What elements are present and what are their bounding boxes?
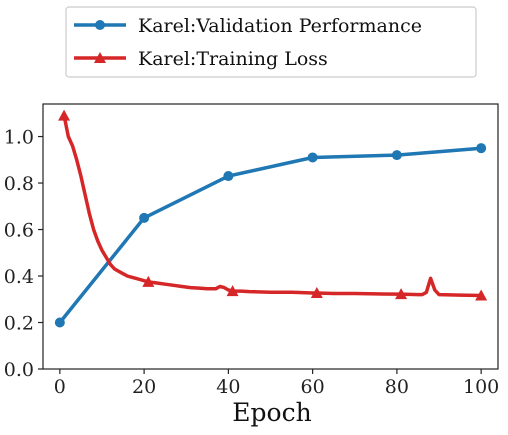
training-loss-point bbox=[226, 285, 239, 297]
y-tick-label: 0.8 bbox=[4, 173, 34, 195]
axes-frame bbox=[42, 103, 499, 370]
training-loss-point bbox=[395, 288, 408, 300]
x-tick-label: 40 bbox=[216, 376, 240, 398]
legend: Karel:Validation Performance Karel:Train… bbox=[65, 6, 477, 78]
validation-point bbox=[391, 150, 402, 161]
legend-validation-label: Karel:Validation Performance bbox=[138, 15, 422, 37]
training-loss-line bbox=[62, 113, 483, 298]
training-loss-point bbox=[310, 286, 323, 298]
training-loss-point bbox=[142, 275, 155, 287]
y-tick-label: 0.6 bbox=[4, 220, 34, 242]
training-loss-point bbox=[58, 109, 71, 121]
validation-performance-line bbox=[58, 146, 483, 325]
x-tick-label: 0 bbox=[54, 376, 66, 398]
y-tick-label: 0.0 bbox=[4, 359, 34, 381]
legend-training-loss-marker bbox=[94, 52, 106, 63]
legend-training-loss-label: Karel:Training Loss bbox=[138, 48, 328, 70]
x-tick-label: 60 bbox=[301, 376, 325, 398]
validation-point bbox=[307, 152, 318, 163]
training-loss-point bbox=[475, 289, 488, 301]
y-tick-label: 1.0 bbox=[4, 127, 34, 149]
y-tick-label: 0.4 bbox=[4, 266, 34, 288]
y-tick-label: 0.2 bbox=[4, 313, 34, 335]
plot-area: 0 20 40 60 80 100 0.0 0.2 0.4 0.6 0.8 1.0 bbox=[4, 103, 499, 398]
validation-point bbox=[54, 317, 65, 328]
legend-box bbox=[65, 6, 477, 78]
validation-point bbox=[139, 212, 150, 223]
legend-validation-marker bbox=[95, 20, 105, 30]
x-tick-label: 80 bbox=[385, 376, 409, 398]
validation-point bbox=[223, 171, 234, 182]
validation-point bbox=[476, 143, 487, 154]
x-tick-label: 20 bbox=[132, 376, 156, 398]
x-axis-label: Epoch bbox=[232, 398, 311, 427]
x-tick-label: 100 bbox=[463, 376, 499, 398]
